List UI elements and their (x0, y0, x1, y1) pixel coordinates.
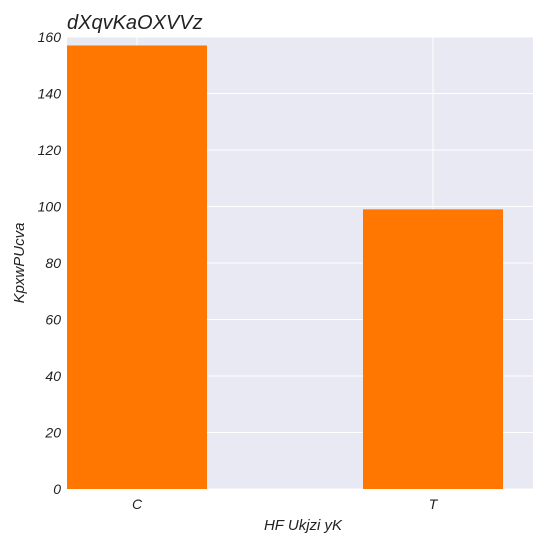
y-tick-label: 80 (45, 255, 61, 271)
bar-t (363, 209, 503, 489)
bar-c (67, 45, 207, 489)
y-tick-label: 60 (45, 312, 61, 328)
x-axis-label: HF Ukjzi yK (264, 517, 343, 534)
y-axis-label: KpxwPUcva (11, 223, 28, 304)
y-tick-label: 40 (45, 368, 61, 384)
chart-title: dXqvKaOXVVz (67, 12, 203, 34)
x-tick-label: C (132, 496, 143, 512)
bars (67, 45, 503, 489)
y-tick-label: 160 (38, 29, 62, 45)
x-tick-label: T (429, 496, 439, 512)
y-tick-label: 100 (38, 199, 62, 215)
y-tick-label: 120 (38, 142, 62, 158)
y-tick-label: 20 (44, 425, 61, 441)
y-tick-label: 140 (38, 86, 62, 102)
y-tick-label: 0 (53, 481, 61, 497)
y-axis-ticks: 0 20 40 60 80 100 120 140 160 (38, 29, 62, 497)
